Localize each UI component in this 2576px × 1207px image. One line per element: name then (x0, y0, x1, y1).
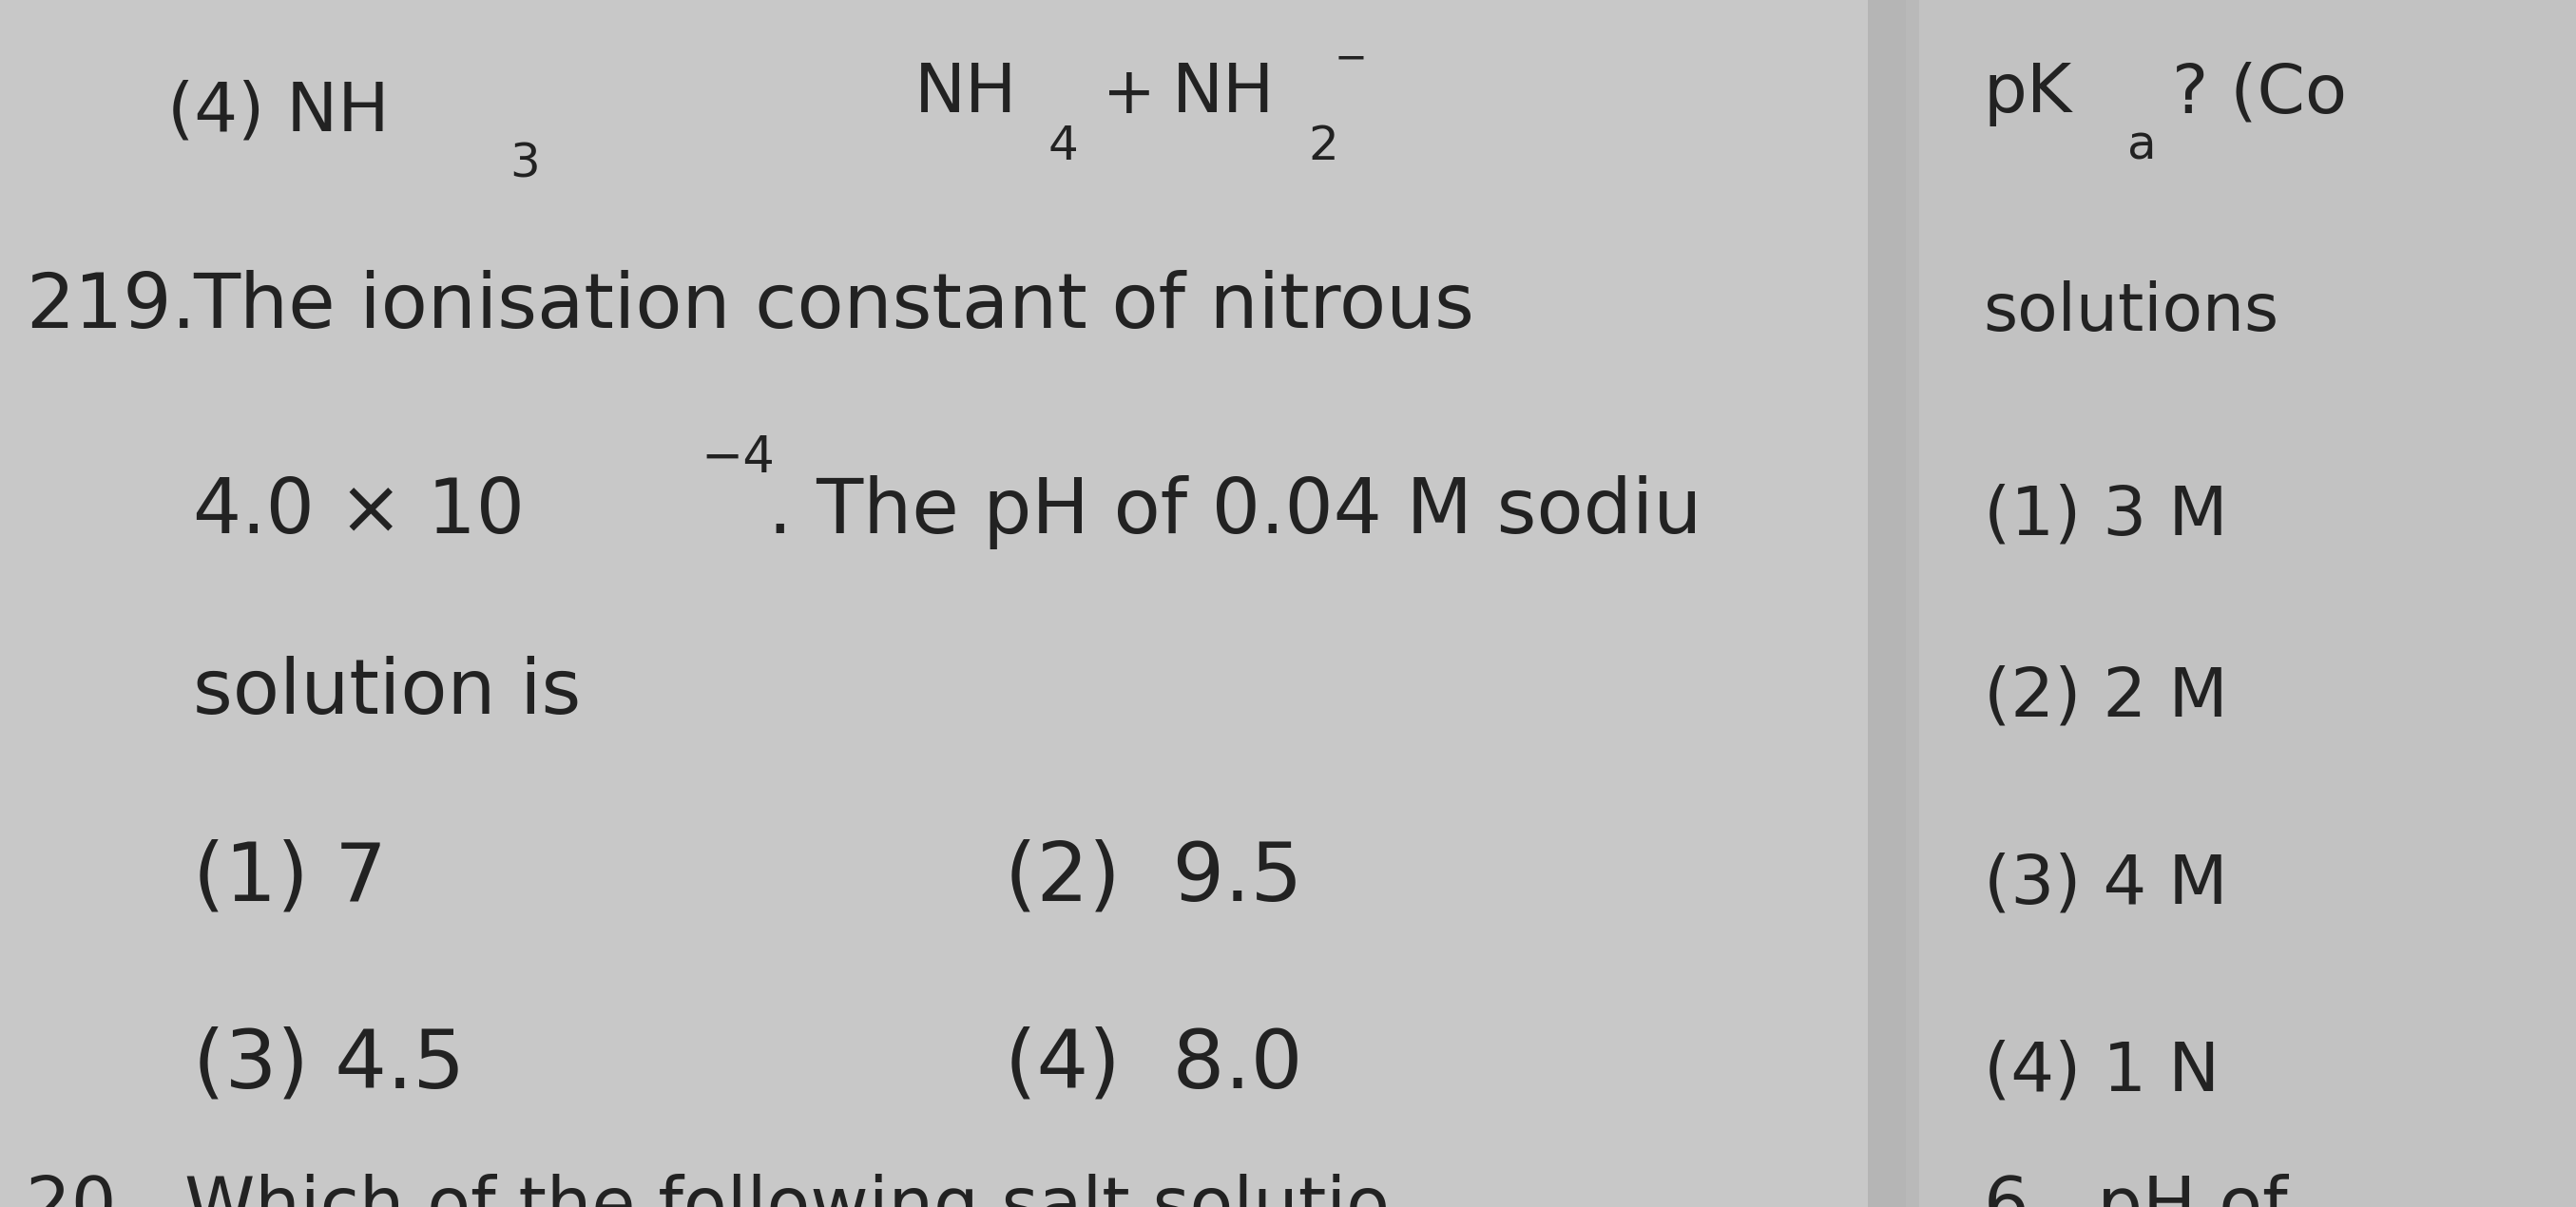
Text: NH: NH (1172, 62, 1275, 127)
Text: −4: −4 (701, 433, 775, 483)
Text: (1) 3 M: (1) 3 M (1984, 484, 2228, 549)
Text: (4) NH: (4) NH (167, 80, 389, 145)
Text: 20.  Which of the following salt solutio: 20. Which of the following salt solutio (26, 1174, 1391, 1207)
Text: . The pH of 0.04 M sodiu: . The pH of 0.04 M sodiu (768, 476, 1700, 549)
Text: (1) 7: (1) 7 (193, 839, 386, 917)
Text: (4)  8.0: (4) 8.0 (1005, 1026, 1303, 1104)
Text: solutions: solutions (1984, 280, 2280, 344)
Text: a: a (2128, 123, 2156, 169)
Text: 3: 3 (510, 141, 541, 187)
Text: solution is: solution is (193, 657, 582, 730)
Text: 219.: 219. (26, 270, 196, 344)
Bar (1868, 0, 1919, 1207)
Text: 2: 2 (1309, 123, 1340, 169)
Text: The ionisation constant of nitrous: The ionisation constant of nitrous (193, 270, 1473, 344)
Text: (4) 1 N: (4) 1 N (1984, 1039, 2221, 1104)
Text: NH: NH (914, 62, 1018, 127)
Bar (1906, 0, 2576, 1207)
Text: −: − (1334, 39, 1368, 78)
Text: (2)  9.5: (2) 9.5 (1005, 839, 1303, 917)
Text: 4: 4 (1048, 123, 1079, 169)
Text: (3) 4.5: (3) 4.5 (193, 1026, 466, 1104)
Text: 6.  pH of: 6. pH of (1984, 1174, 2287, 1207)
Text: (3) 4 M: (3) 4 M (1984, 852, 2228, 917)
Text: ? (Co: ? (Co (2172, 62, 2347, 127)
Text: (2) 2 M: (2) 2 M (1984, 665, 2228, 730)
Text: +: + (1103, 64, 1157, 127)
Text: 4.0 × 10: 4.0 × 10 (193, 476, 526, 549)
Text: pK: pK (1984, 62, 2071, 127)
